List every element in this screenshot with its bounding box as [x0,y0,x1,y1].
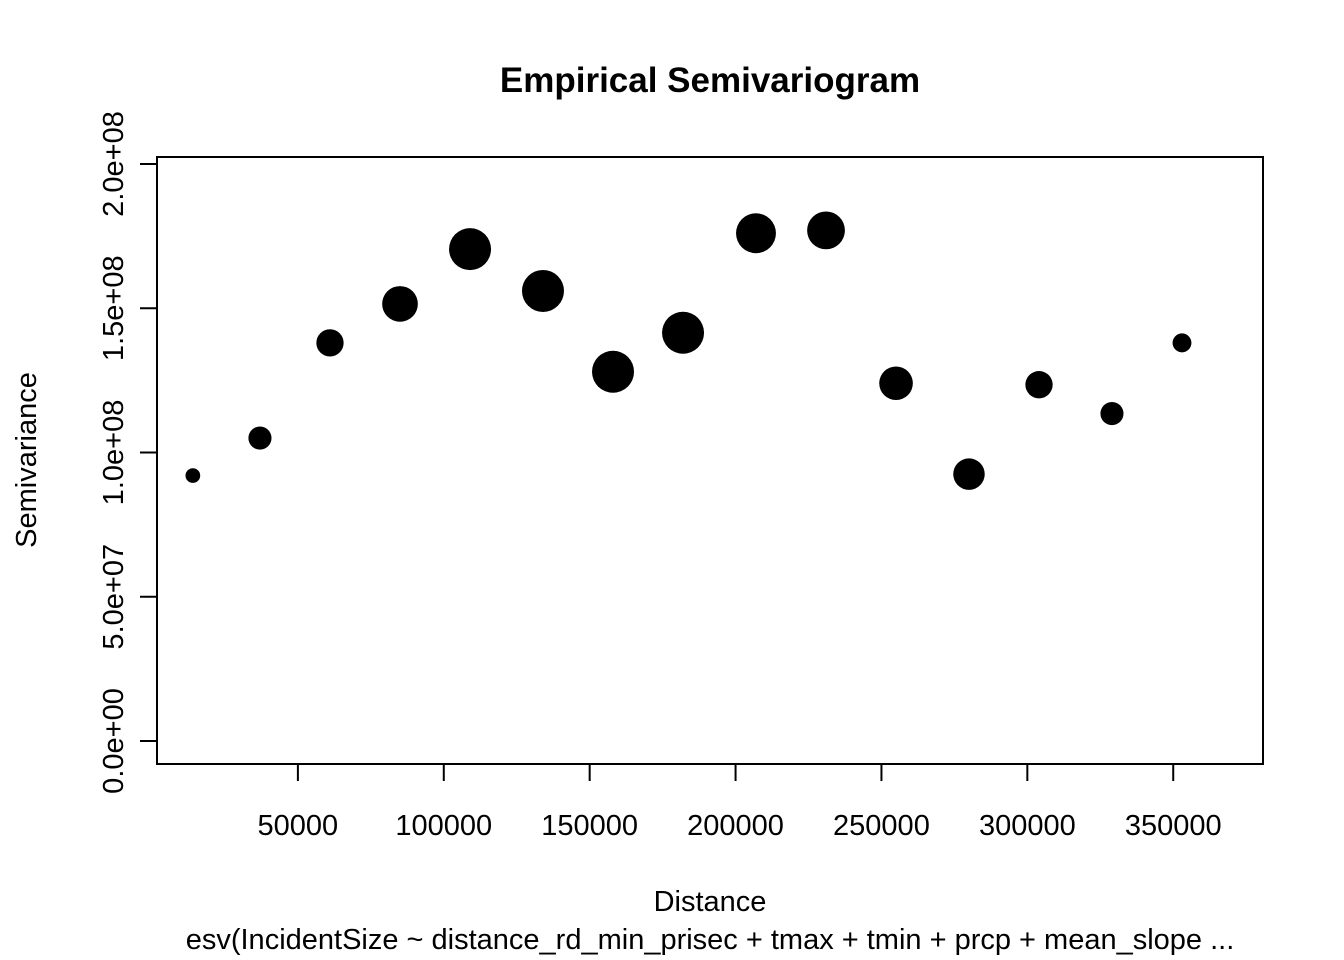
chart-subtitle: esv(IncidentSize ~ distance_rd_min_prise… [186,924,1235,956]
x-tick-label: 50000 [258,810,339,842]
y-tick-label: 1.5e+08 [98,255,130,361]
chart-title: Empirical Semivariogram [500,61,920,100]
data-point [662,311,705,354]
plot-frame [156,156,1264,765]
data-point [1025,371,1053,399]
x-tick-label: 250000 [833,810,930,842]
x-tick-label: 200000 [687,810,784,842]
y-tick-label: 5.0e+07 [98,544,130,650]
x-tick-label: 150000 [541,810,638,842]
data-point [382,286,418,322]
data-point [449,228,492,271]
data-point [185,468,201,483]
data-point [879,366,913,401]
y-axis: 0.0e+00 5.0e+07 1.0e+08 1.5e+08 2.0e+08 [98,111,158,794]
x-axis: 50000 100000 150000 200000 250000 300000 35000… [258,763,1222,842]
y-tick-label: 2.0e+08 [98,111,130,217]
y-tick-label: 0.0e+00 [98,688,130,794]
data-points [185,211,1192,490]
data-point [248,426,272,450]
data-point [316,329,344,357]
data-point [1100,402,1124,426]
data-point [521,269,564,312]
x-axis-label: Distance [654,886,767,918]
data-point [1172,333,1192,353]
x-tick-label: 300000 [979,810,1076,842]
x-tick-label: 100000 [395,810,492,842]
data-point [736,213,776,254]
x-tick-label: 350000 [1125,810,1222,842]
y-tick-label: 1.0e+08 [98,400,130,506]
data-point [807,211,845,250]
data-point [953,458,985,490]
data-point [592,350,635,393]
y-axis-label: Semivariance [11,372,43,548]
